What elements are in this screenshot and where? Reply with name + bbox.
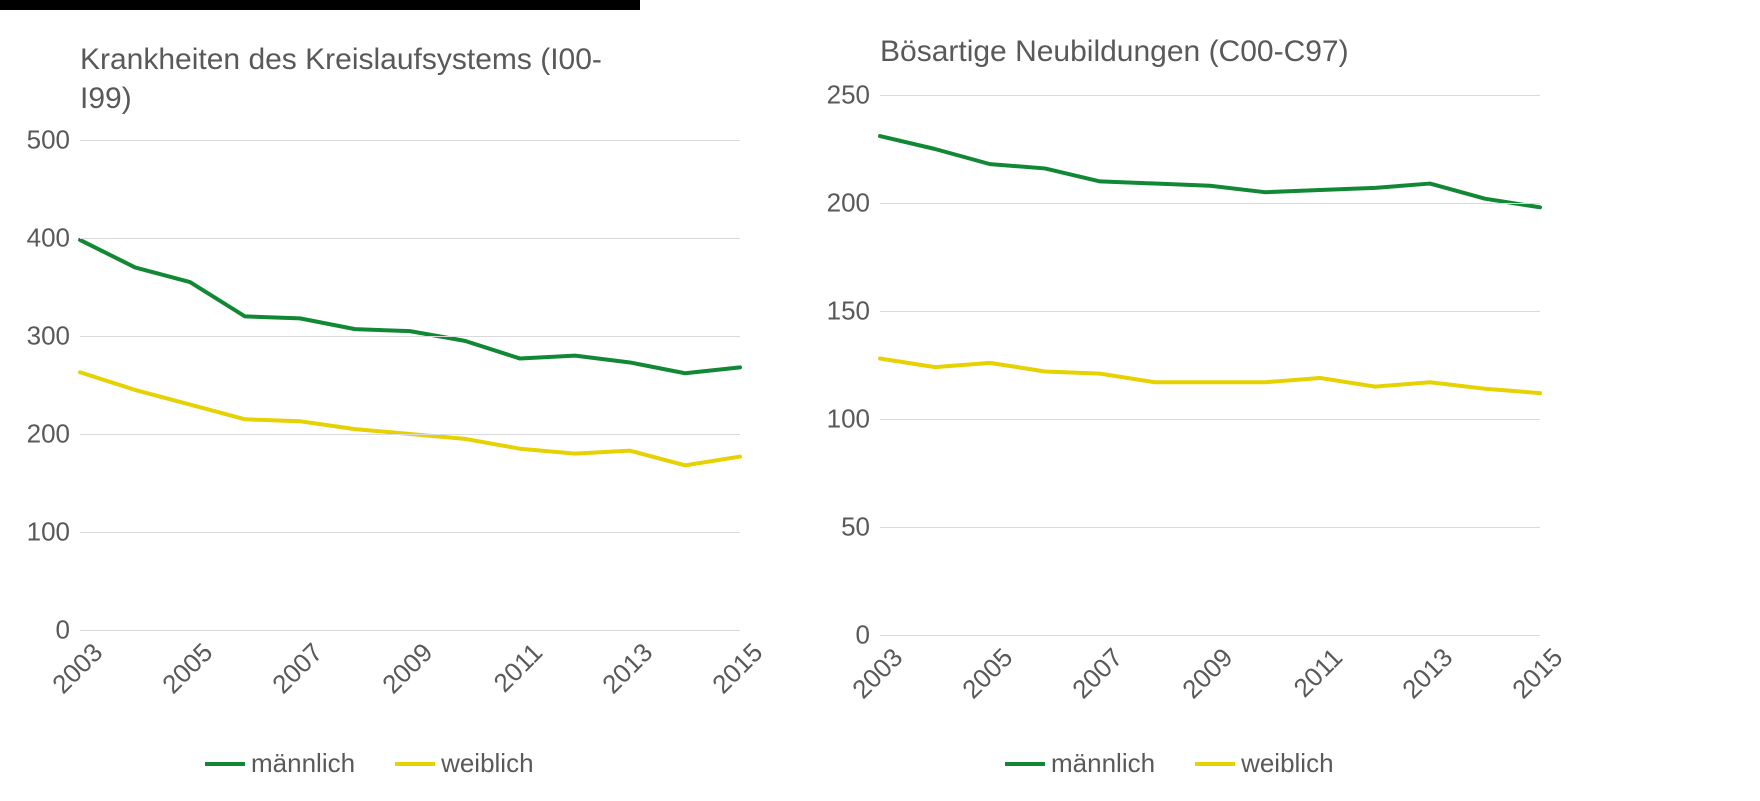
y-tick-label: 50 [841,512,880,543]
y-tick-label: 400 [27,223,80,254]
x-tick-label: 2003 [838,635,909,706]
chart-lines-right [880,95,1540,635]
legend-item: weiblich [1195,748,1334,779]
legend-swatch [1195,762,1235,766]
legend-label: weiblich [1241,748,1334,779]
y-tick-label: 250 [827,80,880,111]
y-tick-label: 100 [27,517,80,548]
y-tick-label: 300 [27,321,80,352]
gridline [80,140,740,141]
legend-item: männlich [205,748,355,779]
series-line [880,359,1540,394]
x-tick-label: 2005 [148,630,219,701]
legend-label: männlich [251,748,355,779]
x-tick-label: 2007 [1058,635,1129,706]
legend-left: männlich weiblich [205,748,534,779]
x-tick-label: 2007 [258,630,329,701]
x-tick-label: 2015 [698,630,769,701]
legend-item: weiblich [395,748,534,779]
x-tick-label: 2011 [1278,635,1349,706]
gridline [80,238,740,239]
series-line [80,240,740,373]
x-tick-label: 2013 [588,630,659,701]
legend-swatch [205,762,245,766]
legend-swatch [395,762,435,766]
x-tick-label: 2005 [948,635,1019,706]
gridline [880,203,1540,204]
y-tick-label: 100 [827,404,880,435]
x-tick-label: 2015 [1498,635,1569,706]
x-tick-label: 2011 [478,630,549,701]
chart-panel-right: Bösartige Neubildungen (C00-C97) 0501001… [800,0,1560,801]
legend-swatch [1005,762,1045,766]
y-tick-label: 200 [27,419,80,450]
gridline [880,527,1540,528]
legend-right: männlich weiblich [1005,748,1334,779]
legend-label: männlich [1051,748,1155,779]
legend-label: weiblich [441,748,534,779]
plot-area-left: 0100200300400500200320052007200920112013… [80,140,740,630]
gridline [880,419,1540,420]
chart-lines-left [80,140,740,630]
legend-item: männlich [1005,748,1155,779]
plot-area-right: 0501001502002502003200520072009201120132… [880,95,1540,635]
gridline [80,434,740,435]
y-tick-label: 150 [827,296,880,327]
gridline [80,336,740,337]
chart-title-left: Krankheiten des Kreislaufsystems (I00-I9… [80,40,640,118]
x-tick-label: 2009 [1168,635,1239,706]
chart-panel-left: Krankheiten des Kreislaufsystems (I00-I9… [0,0,760,801]
x-tick-label: 2009 [368,630,439,701]
page-root: Krankheiten des Kreislaufsystems (I00-I9… [0,0,1760,801]
gridline [880,311,1540,312]
series-line [880,136,1540,207]
gridline [880,95,1540,96]
y-tick-label: 200 [827,188,880,219]
x-tick-label: 2003 [38,630,109,701]
x-tick-label: 2013 [1388,635,1459,706]
series-line [80,372,740,465]
gridline [80,532,740,533]
chart-title-right: Bösartige Neubildungen (C00-C97) [880,32,1500,71]
y-tick-label: 500 [27,125,80,156]
